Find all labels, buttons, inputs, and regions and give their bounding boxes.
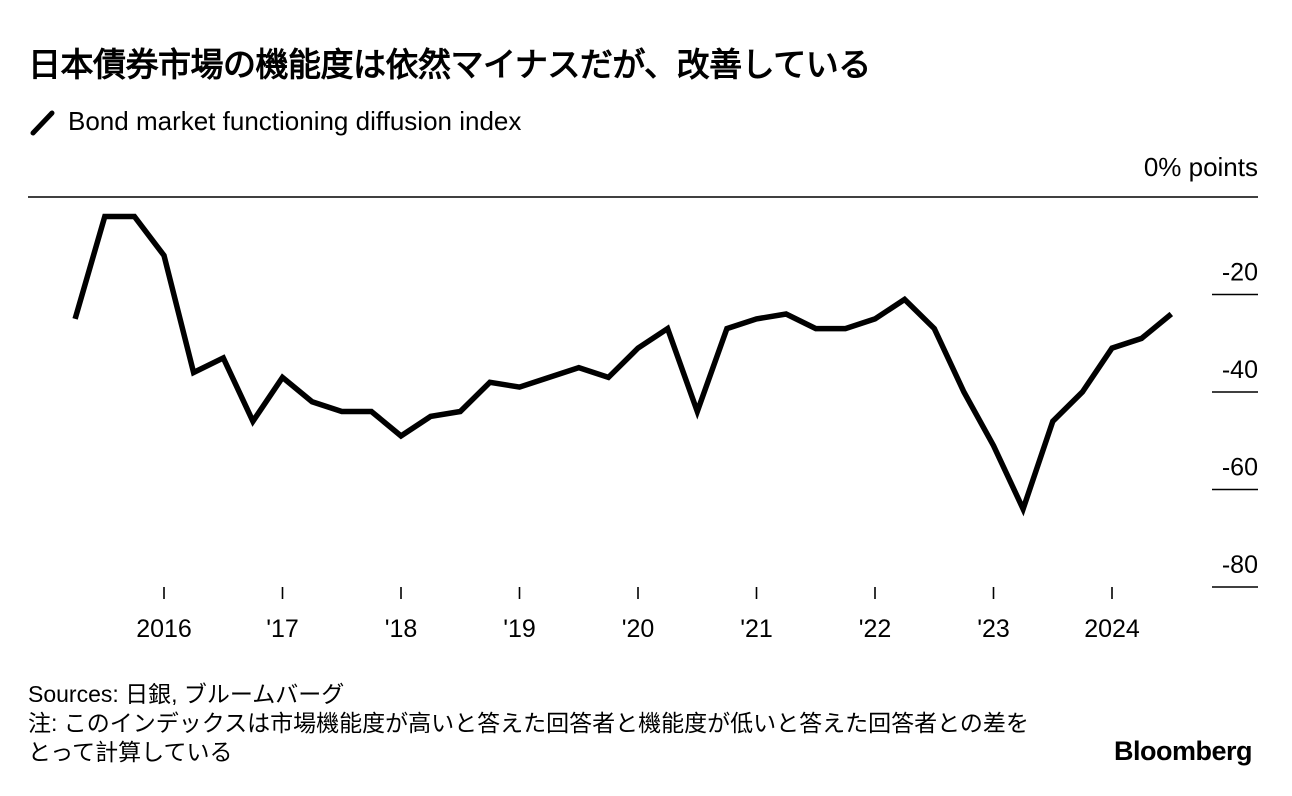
gridlines — [28, 196, 1258, 588]
y-axis-unit-label: 0% points — [1143, 152, 1258, 182]
legend-line-icon — [30, 110, 55, 135]
x-tick-label: '17 — [266, 615, 299, 643]
x-tick-label: 2024 — [1084, 615, 1140, 643]
legend-label: Bond market functioning diffusion index — [68, 106, 522, 136]
y-tick-label: -40 — [1222, 356, 1258, 384]
x-axis: 2016 '17 '18 '19 '20 '21 '22 '23 2024 — [136, 587, 1140, 643]
y-tick-label: -80 — [1222, 551, 1258, 579]
x-tick-label: 2016 — [136, 615, 192, 643]
x-tick-label: '18 — [385, 615, 418, 643]
x-tick-label: '19 — [503, 615, 536, 643]
chart-title: 日本債券市場の機能度は依然マイナスだが、改善している — [28, 45, 871, 84]
footer-notes: Sources: 日銀, ブルームバーグ 注: このインデックスは市場機能度が高… — [28, 680, 1038, 767]
series-layer — [72, 213, 1174, 517]
y-tick-label: -20 — [1222, 259, 1258, 287]
legend: Bond market functioning diffusion index — [30, 106, 521, 137]
y-axis-tick-labels: -20 -40 -60 -80 — [1222, 259, 1258, 580]
bloomberg-logo: Bloomberg — [1113, 736, 1253, 766]
x-tick-label: '22 — [859, 615, 892, 643]
x-tick-label: '20 — [622, 615, 655, 643]
x-tick-label: '23 — [977, 615, 1010, 643]
y-tick-label: -60 — [1222, 454, 1258, 482]
note-text: 注: このインデックスは市場機能度が高いと答えた回答者と機能度が低いと答えた回答… — [28, 710, 1029, 765]
series-line — [72, 213, 1174, 517]
sources-text: Sources: 日銀, ブルームバーグ — [28, 681, 345, 707]
x-tick-label: '21 — [740, 615, 773, 643]
